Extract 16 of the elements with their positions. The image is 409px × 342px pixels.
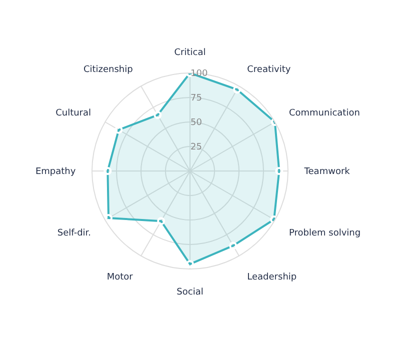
y-tick-label: 75: [190, 93, 202, 104]
spoke-label: Creativity: [247, 65, 292, 76]
spoke-label: Motor: [106, 272, 134, 282]
spoke-label: Citizenship: [83, 65, 134, 76]
spoke-label: Self-dir.: [57, 228, 92, 238]
spoke-label: Social: [176, 287, 204, 298]
spoke-label: Teamwork: [303, 167, 351, 178]
spoke-label: Empathy: [35, 167, 76, 178]
spoke-label: Problem solving: [288, 228, 361, 238]
y-tick-label: 100: [190, 68, 208, 79]
spoke-label: Critical: [174, 48, 206, 58]
y-tick-label: 50: [190, 118, 202, 128]
spoke-label: Leadership: [247, 272, 297, 282]
spoke-label: Cultural: [56, 108, 92, 119]
spoke-label: Communication: [288, 108, 360, 119]
y-tick-label: 25: [190, 142, 202, 152]
